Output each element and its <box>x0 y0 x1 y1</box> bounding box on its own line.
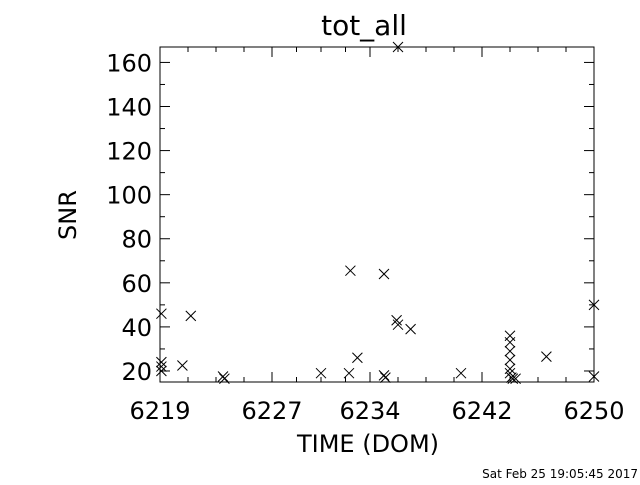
y-axis-ticks: 20 40 60 80 100 120 140 160 <box>106 49 594 386</box>
data-point <box>588 299 600 311</box>
data-point <box>315 367 327 379</box>
y-tick-label: 140 <box>106 94 152 122</box>
data-point-stroke <box>588 299 600 311</box>
data-point <box>156 308 167 320</box>
x-tick-label: 6242 <box>451 397 512 425</box>
data-point <box>343 367 355 379</box>
data-point-stroke <box>345 265 356 277</box>
y-tick-label: 100 <box>106 182 152 210</box>
data-point <box>504 345 516 357</box>
data-point <box>156 361 167 372</box>
data-point-stroke <box>315 367 327 379</box>
data-point-stroke <box>378 268 390 280</box>
data-point-stroke <box>510 373 521 385</box>
y-tick-label: 20 <box>121 358 152 386</box>
data-point <box>156 356 167 368</box>
data-point-stroke <box>156 356 167 368</box>
data-point-stroke <box>343 367 355 379</box>
data-point-stroke <box>405 323 416 335</box>
y-tick-label: 40 <box>121 314 152 342</box>
data-point <box>391 314 402 326</box>
data-point-stroke <box>217 371 229 382</box>
data-point <box>504 354 516 366</box>
data-point <box>504 363 516 375</box>
data-point <box>510 373 521 385</box>
x-axis-label: TIME (DOM) <box>296 430 439 458</box>
data-point-stroke <box>380 372 391 383</box>
data-point <box>156 365 167 377</box>
data-point <box>588 371 600 382</box>
data-point-stroke <box>156 361 167 372</box>
x-tick-label: 6250 <box>563 397 624 425</box>
data-point-stroke <box>507 373 519 385</box>
data-point <box>507 373 519 385</box>
data-point-stroke <box>504 363 516 375</box>
y-tick-label: 160 <box>106 49 152 77</box>
data-point-stroke <box>185 310 197 322</box>
data-point <box>392 41 404 53</box>
data-point-stroke <box>541 351 552 363</box>
y-tick-label: 80 <box>121 226 152 254</box>
plot-frame <box>159 46 595 383</box>
data-point <box>378 268 390 280</box>
data-point-stroke <box>156 365 167 377</box>
data-point <box>405 323 416 335</box>
data-point-stroke <box>219 373 230 385</box>
data-point-stroke <box>378 370 390 381</box>
data-point-stroke <box>588 371 600 382</box>
x-tick-label: 6227 <box>241 397 302 425</box>
x-tick-label: 6219 <box>129 397 190 425</box>
data-point <box>392 319 404 331</box>
data-point-stroke <box>156 308 167 320</box>
data-point-stroke <box>504 354 516 366</box>
x-tick-label: 6234 <box>339 397 400 425</box>
data-point <box>541 351 552 363</box>
data-point-stroke <box>177 360 188 371</box>
y-tick-label: 60 <box>121 270 152 298</box>
data-point <box>185 310 197 322</box>
data-point-stroke <box>455 367 467 379</box>
data-point <box>380 372 391 383</box>
y-tick-label: 120 <box>106 138 152 166</box>
data-point-stroke <box>392 41 404 53</box>
data-point-stroke <box>352 352 363 364</box>
data-point <box>217 371 229 382</box>
data-point-stroke <box>392 319 404 331</box>
x-axis-ticks: 6219 6227 6234 6242 6250 <box>129 47 625 425</box>
data-point-stroke <box>504 367 516 379</box>
data-point <box>345 265 356 277</box>
data-point <box>352 352 363 364</box>
data-point <box>177 360 188 371</box>
data-point <box>378 370 390 381</box>
data-point-stroke <box>504 336 516 348</box>
scatter-points <box>156 41 600 385</box>
y-axis-label: SNR <box>54 190 82 240</box>
footer-timestamp: Sat Feb 25 19:05:45 2017 <box>482 467 638 480</box>
data-point-stroke <box>504 345 516 357</box>
chart-title: tot_all <box>321 9 407 42</box>
data-point <box>219 373 230 385</box>
data-point <box>455 367 467 379</box>
data-point-stroke <box>391 314 402 326</box>
data-point <box>504 336 516 348</box>
